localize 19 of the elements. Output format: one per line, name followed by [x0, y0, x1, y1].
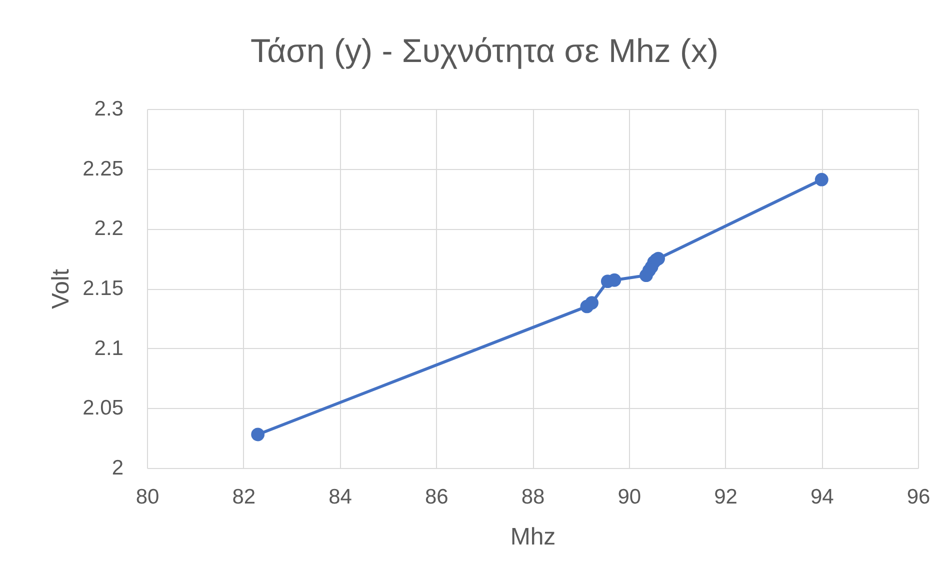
x-tick-label: 84 — [328, 486, 352, 508]
x-tick-label: 80 — [136, 486, 160, 508]
x-tick-label: 82 — [232, 486, 256, 508]
y-tick-label: 2.25 — [82, 157, 124, 180]
y-tick-label: 2 — [112, 456, 124, 480]
y-tick-label: 2.05 — [82, 396, 124, 420]
y-tick-label: 2.15 — [82, 277, 124, 300]
x-tick-label: 90 — [618, 486, 642, 508]
x-tick-label: 92 — [714, 486, 738, 508]
y-axis-title: Volt — [48, 268, 75, 310]
y-tick-label: 2.1 — [94, 336, 124, 360]
x-tick-label: 86 — [424, 486, 448, 508]
y-tick-label: 2.3 — [94, 98, 124, 120]
x-tick-label: 88 — [521, 486, 545, 508]
chart-title: Τάση (y) - Συχνότητα σε Mhz (x) — [250, 32, 718, 69]
x-tick-label: 94 — [810, 486, 834, 508]
x-tick-label: 96 — [906, 486, 930, 508]
y-tick-label: 2.2 — [94, 217, 124, 240]
x-axis-title: Mhz — [510, 524, 556, 550]
